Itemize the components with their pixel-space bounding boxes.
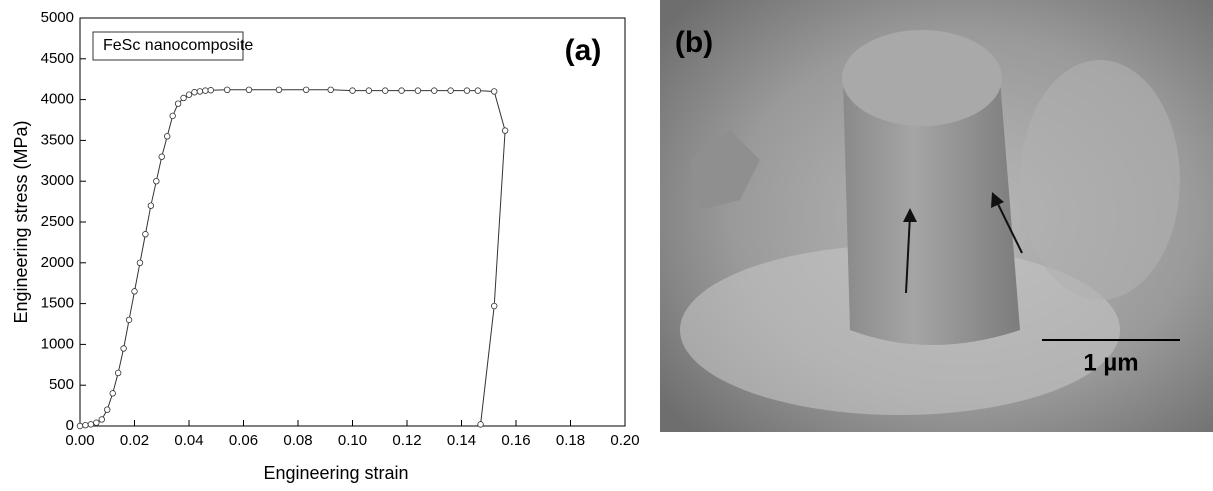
- data-point: [174, 100, 182, 107]
- data-point: [153, 177, 160, 185]
- data-point: [245, 86, 253, 94]
- y-tick-label: 4000: [41, 91, 74, 108]
- x-axis-label: Engineering strain: [263, 463, 408, 483]
- data-point: [463, 87, 471, 94]
- scale-bar-label: 1 µm: [1083, 349, 1138, 376]
- plot-frame: [79, 17, 626, 427]
- data-point: [398, 87, 405, 94]
- data-point: [163, 133, 171, 140]
- pillar-top: [842, 30, 1002, 126]
- y-tick-label: 3000: [41, 172, 74, 189]
- data-point: [158, 153, 165, 160]
- data-point: [87, 421, 95, 428]
- x-tick-label: 0.14: [447, 432, 476, 449]
- x-tick-label: 0.20: [610, 432, 639, 449]
- x-tick-label: 0.02: [120, 432, 149, 449]
- y-tick-label: 2000: [41, 254, 74, 271]
- y-tick-label: 2500: [41, 213, 74, 230]
- x-tick-label: 0.06: [229, 432, 258, 449]
- data-point: [447, 87, 454, 94]
- data-point: [365, 87, 373, 94]
- panel-label: (a): [565, 34, 602, 67]
- data-point: [202, 87, 209, 94]
- data-point: [501, 127, 509, 134]
- data-point: [223, 86, 231, 94]
- legend-box: [92, 31, 244, 61]
- y-tick-label: 1000: [41, 335, 74, 352]
- data-point: [98, 416, 105, 423]
- data-point: [120, 345, 127, 352]
- data-point: [275, 86, 283, 94]
- arrow-head: [991, 192, 1004, 208]
- arrow: [995, 199, 1023, 254]
- data-point: [431, 87, 438, 94]
- sem-image: 1 µm (b): [660, 0, 1213, 432]
- data-point: [131, 288, 138, 295]
- legend-label: FeSc nanocomposite: [103, 37, 253, 54]
- data-point: [93, 419, 100, 426]
- y-tick-label: 3500: [41, 131, 74, 148]
- x-tick-label: 0.18: [556, 432, 585, 449]
- x-tick-label: 0.10: [338, 432, 367, 449]
- panel-label: (b): [675, 26, 713, 59]
- y-tick-label: 5000: [41, 9, 74, 26]
- data-point: [414, 87, 422, 94]
- x-tick-label: 0.00: [65, 432, 94, 449]
- data-point: [207, 87, 214, 94]
- data-point: [302, 86, 310, 94]
- x-tick-label: 0.16: [501, 432, 530, 449]
- arrow-head: [903, 208, 917, 222]
- data-point: [185, 91, 193, 98]
- x-tick-label: 0.12: [392, 432, 421, 449]
- data-point: [76, 422, 84, 430]
- y-tick-label: 4500: [41, 50, 74, 67]
- data-point: [136, 259, 144, 266]
- y-tick-label: 500: [49, 376, 74, 393]
- pillar: [843, 80, 1020, 345]
- data-point: [349, 87, 356, 94]
- data-point: [474, 87, 482, 94]
- image-debris: [1020, 60, 1180, 300]
- data-point: [82, 421, 89, 429]
- x-tick-label: 0.08: [283, 432, 312, 449]
- data-point: [125, 316, 133, 324]
- data-point: [382, 87, 389, 94]
- data-point: [147, 202, 155, 209]
- image-debris: [690, 130, 760, 210]
- y-tick-label: 1500: [41, 295, 74, 312]
- data-point: [180, 94, 187, 102]
- data-point: [191, 89, 198, 96]
- data-point: [491, 88, 498, 95]
- y-tick-label: 0: [66, 417, 74, 434]
- data-point: [491, 302, 498, 310]
- data-point: [169, 112, 176, 120]
- data-point: [196, 88, 204, 95]
- data-point: [114, 369, 122, 377]
- data-point: [142, 231, 149, 238]
- data-point: [477, 421, 484, 428]
- arrow: [905, 214, 911, 294]
- data-point: [327, 86, 334, 94]
- y-axis-label: Engineering stress (MPa): [11, 120, 31, 323]
- data-point: [109, 390, 116, 397]
- series-line: [79, 89, 506, 427]
- data-point: [104, 406, 111, 413]
- x-tick-label: 0.04: [174, 432, 203, 449]
